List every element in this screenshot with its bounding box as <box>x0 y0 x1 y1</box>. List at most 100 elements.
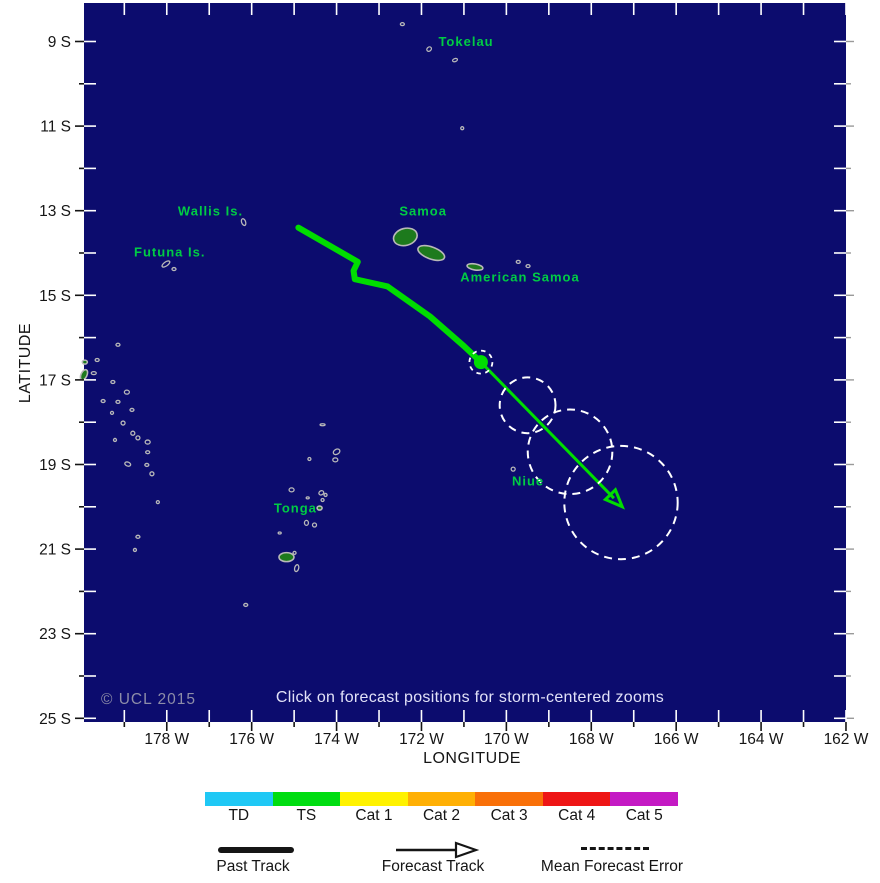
atoll-island <box>307 456 312 462</box>
atoll-island <box>332 448 341 456</box>
atoll-island <box>303 519 310 527</box>
forecast-arrow-head <box>454 841 480 859</box>
intensity-swatch-ts <box>272 792 341 806</box>
intensity-label: Cat 4 <box>558 807 596 824</box>
atoll-island <box>240 218 247 227</box>
atoll-island <box>144 462 150 468</box>
atoll-island <box>149 471 155 477</box>
past-track-line-sample <box>218 847 294 853</box>
atoll-island <box>319 423 326 427</box>
lat-tick-label: 13 S <box>39 203 71 220</box>
intensity-label: TD <box>228 807 250 824</box>
forecast-error-circle[interactable] <box>498 376 557 435</box>
forecast-error-circle[interactable] <box>563 444 679 561</box>
lat-tick-label: 17 S <box>39 372 71 389</box>
island <box>392 227 418 247</box>
island <box>278 551 295 563</box>
lon-tick-label: 162 W <box>824 731 869 748</box>
atoll-island <box>109 410 115 416</box>
atoll-island <box>135 534 141 539</box>
atoll-island <box>120 420 126 426</box>
atoll-island <box>129 407 135 413</box>
island <box>466 262 484 272</box>
atoll-island <box>332 457 339 463</box>
place-label-tonga: Tonga <box>274 501 317 516</box>
atoll-island <box>130 430 136 436</box>
atoll-island <box>318 490 325 496</box>
intensity-swatch-cat-4 <box>542 792 611 806</box>
forecast-track-label: Forecast Track <box>381 858 485 875</box>
atoll-island <box>460 126 465 131</box>
current-position-marker[interactable] <box>473 355 488 370</box>
atoll-island <box>100 398 106 404</box>
atoll-island <box>155 499 161 505</box>
place-label-wallis-is-: Wallis Is. <box>178 204 243 219</box>
atoll-island <box>525 263 531 269</box>
map-area <box>84 3 846 722</box>
mean-forecast-error-sample <box>581 847 649 850</box>
place-label-niue: Niue <box>512 473 544 488</box>
atoll-island <box>144 439 151 445</box>
atoll-island <box>305 496 310 500</box>
lat-tick-label: 9 S <box>48 34 71 51</box>
lon-tick-label: 170 W <box>484 731 529 748</box>
intensity-label: Cat 2 <box>422 807 461 824</box>
intensity-label: Cat 3 <box>490 807 528 824</box>
atoll-island <box>311 522 318 528</box>
atoll-island <box>115 399 121 405</box>
island <box>417 244 446 262</box>
atoll-island <box>112 437 118 443</box>
intensity-swatch-td <box>205 792 273 806</box>
lon-tick-label: 166 W <box>654 731 699 748</box>
past-track-label: Past Track <box>216 858 290 875</box>
atoll-island <box>171 266 177 272</box>
intensity-swatch-cat-5 <box>610 792 679 806</box>
lon-tick-label: 172 W <box>399 731 444 748</box>
forecast-track-arrow-sample <box>396 841 480 859</box>
atoll-island <box>292 550 297 556</box>
lat-tick-label: 19 S <box>39 457 71 474</box>
atoll-island <box>124 461 132 467</box>
intensity-label: Cat 5 <box>625 807 663 824</box>
forecast-error-circle[interactable] <box>526 408 614 496</box>
intensity-colorbar <box>205 792 679 806</box>
atoll-island <box>510 466 516 472</box>
place-label-american-samoa: American Samoa <box>460 270 580 285</box>
past-track-line <box>295 224 484 366</box>
atoll-island <box>110 379 116 385</box>
intensity-label: Cat 1 <box>355 807 393 824</box>
place-label-futuna-is-: Futuna Is. <box>134 245 205 260</box>
place-label-tokelau: Tokelau <box>438 34 493 49</box>
lat-tick-label: 15 S <box>39 288 71 305</box>
forecast-arrowhead <box>602 487 626 510</box>
atoll-island <box>132 547 138 553</box>
atoll-island <box>399 21 406 27</box>
intensity-swatch-cat-1 <box>340 792 408 806</box>
lat-tick-label: 25 S <box>39 711 71 728</box>
longitude-axis-title: LONGITUDE <box>423 750 521 767</box>
lat-tick-label: 11 S <box>40 119 71 136</box>
atoll-island <box>451 57 459 63</box>
click-note-text: Click on forecast positions for storm-ce… <box>275 689 665 706</box>
atoll-island <box>243 602 249 608</box>
atoll-island <box>123 389 131 395</box>
atoll-island <box>277 531 282 535</box>
intensity-colorbar-labels: TD TS Cat 1 Cat 2 Cat 3 Cat 4 Cat 5 <box>205 807 678 825</box>
intensity-swatch-cat-2 <box>407 792 476 806</box>
atoll-island <box>426 46 433 52</box>
island <box>316 505 323 511</box>
lat-tick-label: 23 S <box>39 626 71 643</box>
copyright-text: © UCL 2015 <box>101 691 196 708</box>
current-position-ring <box>468 349 494 375</box>
atoll-island <box>161 260 171 268</box>
atoll-island <box>90 370 97 376</box>
atoll-island <box>115 342 121 347</box>
atoll-island <box>94 357 100 363</box>
forecast-track-line <box>479 361 615 500</box>
atoll-island <box>293 564 300 573</box>
intensity-swatch-cat-3 <box>475 792 543 806</box>
lon-tick-label: 168 W <box>569 731 614 748</box>
atoll-island <box>323 492 328 498</box>
